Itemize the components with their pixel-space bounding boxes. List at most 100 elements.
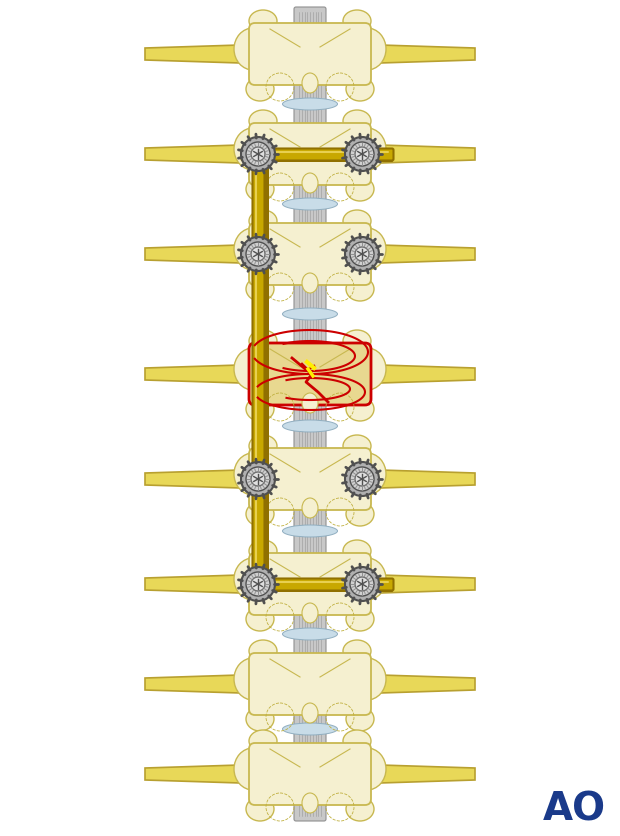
Ellipse shape [343, 330, 371, 353]
Circle shape [251, 472, 265, 487]
FancyBboxPatch shape [294, 8, 326, 821]
Ellipse shape [348, 129, 386, 171]
Circle shape [251, 247, 265, 262]
Polygon shape [145, 145, 240, 164]
FancyBboxPatch shape [249, 448, 371, 511]
Ellipse shape [343, 730, 371, 752]
FancyBboxPatch shape [252, 148, 265, 591]
Ellipse shape [249, 11, 277, 33]
Polygon shape [380, 365, 475, 384]
Circle shape [246, 467, 270, 492]
Circle shape [345, 462, 379, 497]
Ellipse shape [246, 278, 274, 302]
Circle shape [350, 573, 374, 596]
Ellipse shape [302, 74, 318, 94]
FancyBboxPatch shape [249, 344, 371, 405]
Circle shape [241, 462, 275, 497]
Ellipse shape [302, 394, 318, 414]
Polygon shape [380, 246, 475, 263]
Polygon shape [380, 471, 475, 488]
Circle shape [251, 148, 265, 162]
Ellipse shape [348, 29, 386, 71]
Polygon shape [145, 365, 240, 384]
Ellipse shape [234, 748, 272, 790]
Polygon shape [380, 675, 475, 693]
Ellipse shape [348, 658, 386, 701]
Ellipse shape [348, 558, 386, 600]
Ellipse shape [234, 558, 272, 600]
Circle shape [350, 467, 374, 492]
Ellipse shape [283, 199, 337, 211]
Polygon shape [380, 145, 475, 164]
Ellipse shape [283, 525, 337, 538]
FancyBboxPatch shape [249, 124, 371, 186]
Ellipse shape [246, 797, 274, 821]
Ellipse shape [283, 308, 337, 321]
Ellipse shape [249, 111, 277, 133]
Ellipse shape [348, 453, 386, 496]
Ellipse shape [346, 278, 374, 302]
Circle shape [355, 247, 369, 262]
Ellipse shape [249, 330, 277, 353]
Polygon shape [145, 246, 240, 263]
Circle shape [345, 138, 379, 171]
Ellipse shape [343, 111, 371, 133]
Ellipse shape [234, 29, 272, 71]
Polygon shape [145, 471, 240, 488]
FancyBboxPatch shape [242, 150, 394, 161]
FancyBboxPatch shape [249, 24, 371, 86]
FancyBboxPatch shape [249, 653, 371, 715]
Ellipse shape [246, 607, 274, 631]
Ellipse shape [246, 707, 274, 732]
Ellipse shape [249, 730, 277, 752]
Polygon shape [380, 765, 475, 783]
Circle shape [345, 568, 379, 601]
Ellipse shape [283, 99, 337, 111]
Polygon shape [145, 675, 240, 693]
Circle shape [350, 242, 374, 267]
Ellipse shape [343, 540, 371, 563]
FancyBboxPatch shape [249, 553, 371, 615]
Ellipse shape [234, 349, 272, 390]
Polygon shape [145, 575, 240, 594]
Ellipse shape [302, 174, 318, 194]
Circle shape [345, 237, 379, 272]
Ellipse shape [343, 211, 371, 232]
Ellipse shape [283, 421, 337, 432]
Ellipse shape [346, 398, 374, 421]
Circle shape [355, 472, 369, 487]
Ellipse shape [283, 723, 337, 735]
Ellipse shape [346, 502, 374, 527]
Polygon shape [380, 46, 475, 64]
Ellipse shape [348, 229, 386, 271]
Ellipse shape [249, 540, 277, 563]
Circle shape [246, 242, 270, 267]
Ellipse shape [302, 273, 318, 293]
Ellipse shape [302, 604, 318, 624]
Ellipse shape [346, 797, 374, 821]
Ellipse shape [249, 640, 277, 662]
Ellipse shape [302, 703, 318, 723]
Ellipse shape [348, 349, 386, 390]
Ellipse shape [246, 398, 274, 421]
FancyBboxPatch shape [258, 149, 269, 590]
Ellipse shape [343, 436, 371, 457]
Text: AO: AO [542, 790, 606, 828]
Ellipse shape [346, 707, 374, 732]
Ellipse shape [234, 453, 272, 496]
Ellipse shape [246, 178, 274, 201]
Polygon shape [380, 575, 475, 594]
Ellipse shape [234, 658, 272, 701]
Circle shape [246, 573, 270, 596]
Circle shape [241, 138, 275, 171]
FancyBboxPatch shape [249, 743, 371, 805]
FancyBboxPatch shape [242, 581, 393, 592]
Ellipse shape [246, 502, 274, 527]
Circle shape [350, 143, 374, 167]
Ellipse shape [249, 436, 277, 457]
Circle shape [246, 143, 270, 167]
Polygon shape [145, 765, 240, 783]
Circle shape [251, 578, 265, 591]
Ellipse shape [234, 129, 272, 171]
Ellipse shape [234, 229, 272, 271]
